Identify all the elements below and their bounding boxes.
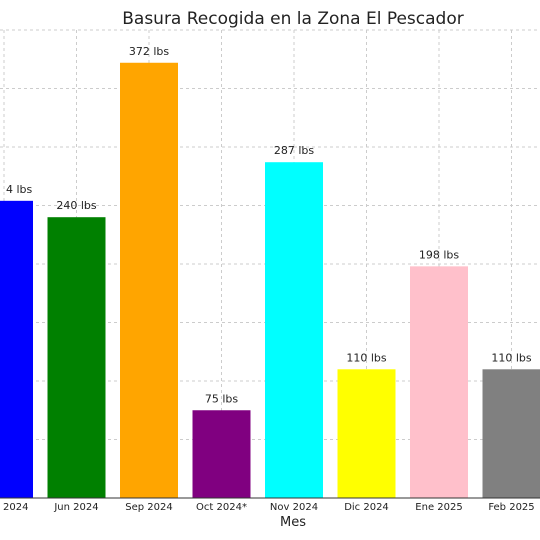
x-tick-label: Jun 2024 — [53, 502, 98, 513]
bar — [192, 410, 251, 498]
bar — [47, 217, 106, 498]
x-tick-labels: 2024 Jun 2024 Sep 2024 Oct 2024* Nov 2024 Dic… — [3, 502, 535, 513]
x-tick-label: Oct 2024* — [196, 502, 247, 513]
bar — [337, 369, 396, 498]
bars — [0, 62, 540, 498]
data-label: 4 lbs — [6, 183, 33, 196]
x-tick-label: 2024 — [3, 502, 28, 513]
bar — [120, 62, 178, 498]
x-tick-label: Nov 2024 — [270, 502, 318, 513]
data-label: 240 lbs — [56, 199, 97, 212]
x-tick-label: Dic 2024 — [344, 502, 389, 513]
data-label: 198 lbs — [419, 248, 460, 261]
bar — [265, 162, 323, 498]
data-label: 110 lbs — [346, 351, 387, 364]
data-label: 75 lbs — [205, 392, 239, 405]
x-axis-label: Mes — [280, 515, 306, 530]
data-label: 110 lbs — [491, 351, 532, 364]
x-tick-label: Ene 2025 — [415, 502, 462, 513]
data-label: 372 lbs — [129, 45, 170, 58]
data-labels: 4 lbs 240 lbs 372 lbs 75 lbs 287 lbs 110 lbs 1… — [6, 45, 532, 405]
bar — [410, 266, 468, 498]
chart-title: Basura Recogida en la Zona El Pescador — [122, 9, 464, 29]
bar — [0, 200, 33, 498]
bar — [482, 369, 540, 498]
x-tick-label: Sep 2024 — [125, 502, 172, 513]
data-label: 287 lbs — [274, 144, 315, 157]
x-tick-label: Feb 2025 — [488, 502, 534, 513]
